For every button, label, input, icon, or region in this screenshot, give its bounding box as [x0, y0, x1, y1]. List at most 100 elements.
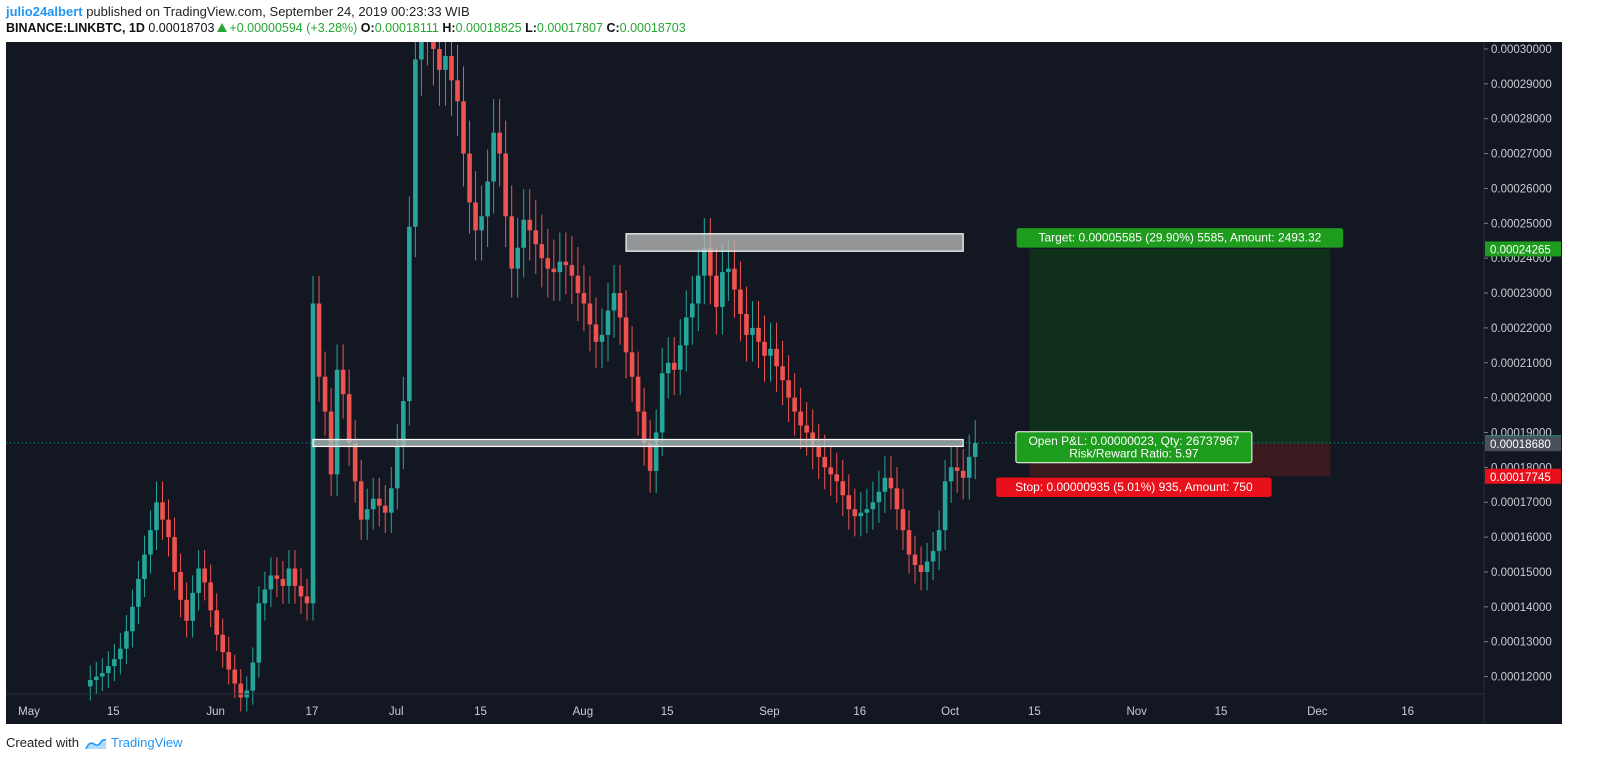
- candle-body: [689, 303, 695, 318]
- candle-body: [792, 397, 797, 412]
- candle-body: [557, 261, 563, 273]
- candle-body: [954, 467, 960, 471]
- pnl-label: Open P&L: 0.00000023, Qty: 26737967Risk/…: [1015, 431, 1253, 464]
- candle-body: [419, 42, 424, 60]
- candle-body: [87, 680, 93, 687]
- candle-body: [708, 247, 713, 276]
- candle-body: [677, 345, 683, 370]
- y-tick-label: 0.00014000: [1491, 602, 1552, 614]
- candle-body: [545, 258, 551, 269]
- candle-body: [563, 261, 569, 266]
- up-arrow-icon: [217, 23, 228, 32]
- candle-body: [376, 498, 382, 506]
- time-axis: May 15 Jun 17 Jul 15 Aug 15 Sep 16 Oct 15 Nov 15 Dec 16: [6, 693, 1484, 718]
- x-tick-label: 17: [306, 706, 319, 718]
- candle-body: [214, 610, 219, 635]
- close-label: C:: [606, 21, 620, 35]
- candle-body: [966, 456, 972, 478]
- candle-body: [136, 578, 141, 607]
- candle-body: [864, 509, 870, 513]
- y-tick-label: 0.00030000: [1491, 44, 1552, 56]
- candle-body: [587, 303, 593, 325]
- y-tick-label: 0.00028000: [1491, 114, 1552, 126]
- candle-body: [232, 669, 238, 684]
- x-tick-label: 15: [1028, 706, 1041, 718]
- candle-body: [533, 230, 539, 245]
- candle-body: [304, 596, 310, 604]
- entry-price-tag-text: 0.00018680: [1490, 439, 1551, 451]
- candle-body: [497, 132, 502, 154]
- candle-body: [437, 48, 442, 70]
- candle-body: [828, 467, 834, 475]
- y-tick-label: 0.00025000: [1491, 218, 1552, 230]
- candle-body: [503, 153, 508, 217]
- candle-body: [617, 293, 623, 318]
- x-tick-label: Dec: [1307, 706, 1328, 718]
- high-value: 0.00018825: [455, 21, 522, 35]
- x-tick-label: Nov: [1126, 706, 1147, 718]
- candle-body: [876, 491, 882, 503]
- candle-body: [894, 488, 900, 510]
- candle-body: [286, 568, 292, 586]
- candle-body: [485, 181, 490, 217]
- x-tick-label: 15: [474, 706, 487, 718]
- candle-body: [629, 352, 635, 377]
- candle-body: [780, 366, 785, 381]
- x-tick-label: Aug: [573, 706, 593, 718]
- candle-body: [714, 275, 719, 307]
- candle-body: [882, 477, 888, 492]
- candle-body: [888, 477, 894, 489]
- y-tick-label: 0.00012000: [1491, 672, 1552, 684]
- resistance-zone: [625, 233, 964, 252]
- y-tick-label: 0.00016000: [1491, 532, 1552, 544]
- candle-body: [467, 153, 472, 203]
- candle-body: [160, 502, 165, 520]
- candle-body: [340, 369, 346, 395]
- y-tick-label: 0.00020000: [1491, 393, 1552, 405]
- author-link[interactable]: julio24albert: [6, 4, 83, 19]
- candle-body: [539, 244, 545, 259]
- candle-body: [473, 202, 478, 231]
- candle-body: [142, 554, 147, 579]
- tradingview-link[interactable]: TradingView: [111, 735, 183, 750]
- candle-body: [112, 659, 117, 667]
- candle-body: [822, 456, 828, 468]
- candle-body: [702, 247, 707, 276]
- candle-body: [599, 334, 605, 342]
- candle-body: [575, 275, 581, 294]
- price-axis: 0.00030000 0.00029000 0.00028000 0.00027000…: [1483, 42, 1561, 724]
- y-tick-label: 0.00029000: [1491, 79, 1552, 91]
- candle-body: [936, 530, 942, 552]
- publish-text: published on TradingView.com, September …: [86, 4, 470, 19]
- candle-body: [738, 289, 743, 314]
- candle-body: [226, 652, 232, 670]
- publish-info: julio24albert published on TradingView.c…: [6, 4, 470, 19]
- candle-body: [623, 317, 629, 353]
- open-value: 0.00018111: [374, 21, 439, 35]
- target-label: Target: 0.00005585 (29.90%) 5585, Amount…: [1016, 228, 1344, 248]
- candle-body: [274, 575, 280, 579]
- candle-body: [804, 425, 809, 433]
- candle-body: [744, 313, 749, 335]
- stop-label: Stop: 0.00000935 (5.01%) 935, Amount: 75…: [996, 477, 1272, 498]
- candle-body: [816, 446, 821, 457]
- target-zone: [1029, 248, 1331, 444]
- x-tick-label: May: [18, 706, 40, 718]
- annotations-layer: Target: 0.00005585 (29.90%) 5585, Amount…: [6, 228, 1484, 498]
- tradingview-logo-icon: [84, 738, 106, 749]
- x-tick-label: 15: [661, 706, 674, 718]
- y-tick-label: 0.00013000: [1491, 637, 1552, 649]
- candle-body: [912, 554, 918, 565]
- candle-body: [208, 582, 213, 611]
- candle-body: [671, 362, 677, 370]
- candle-body: [846, 495, 852, 510]
- candle-body: [190, 592, 195, 621]
- candle-body: [358, 481, 364, 520]
- price-chart[interactable]: Target: 0.00005585 (29.90%) 5585, Amount…: [6, 42, 1562, 724]
- candle-body: [118, 648, 123, 660]
- candle-body: [659, 373, 665, 433]
- candle-body: [647, 442, 653, 471]
- candle-body: [479, 216, 484, 231]
- candle-body: [774, 348, 779, 367]
- candle-body: [509, 216, 514, 269]
